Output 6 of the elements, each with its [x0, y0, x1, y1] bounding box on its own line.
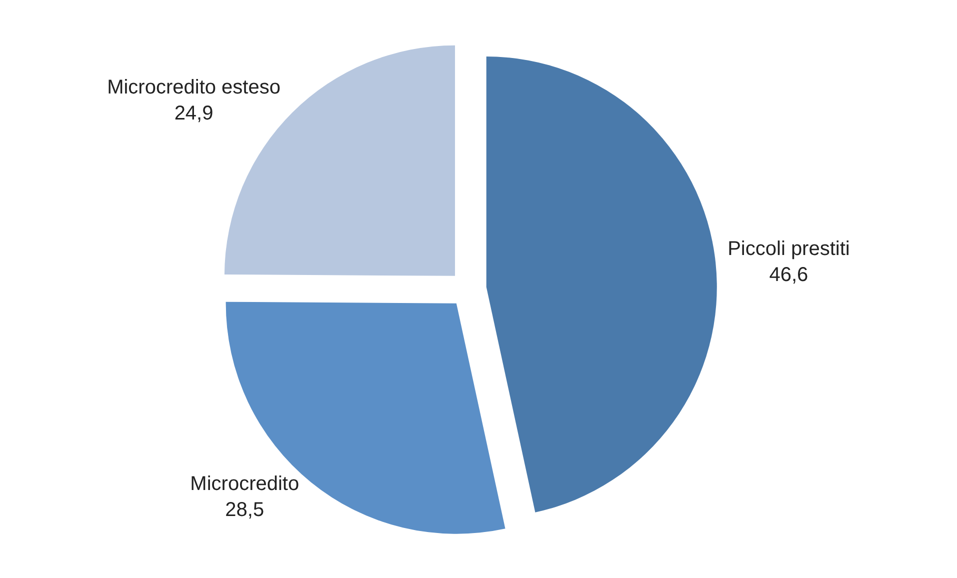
data-label: 28,5: [225, 498, 264, 521]
slice-label: Microcredito esteso: [107, 76, 280, 98]
slice-label: Microcredito: [190, 472, 300, 495]
slice-label: Piccoli prestiti: [728, 238, 850, 260]
data-label: 24,9: [174, 102, 214, 124]
data-label: 46,6: [769, 264, 808, 286]
